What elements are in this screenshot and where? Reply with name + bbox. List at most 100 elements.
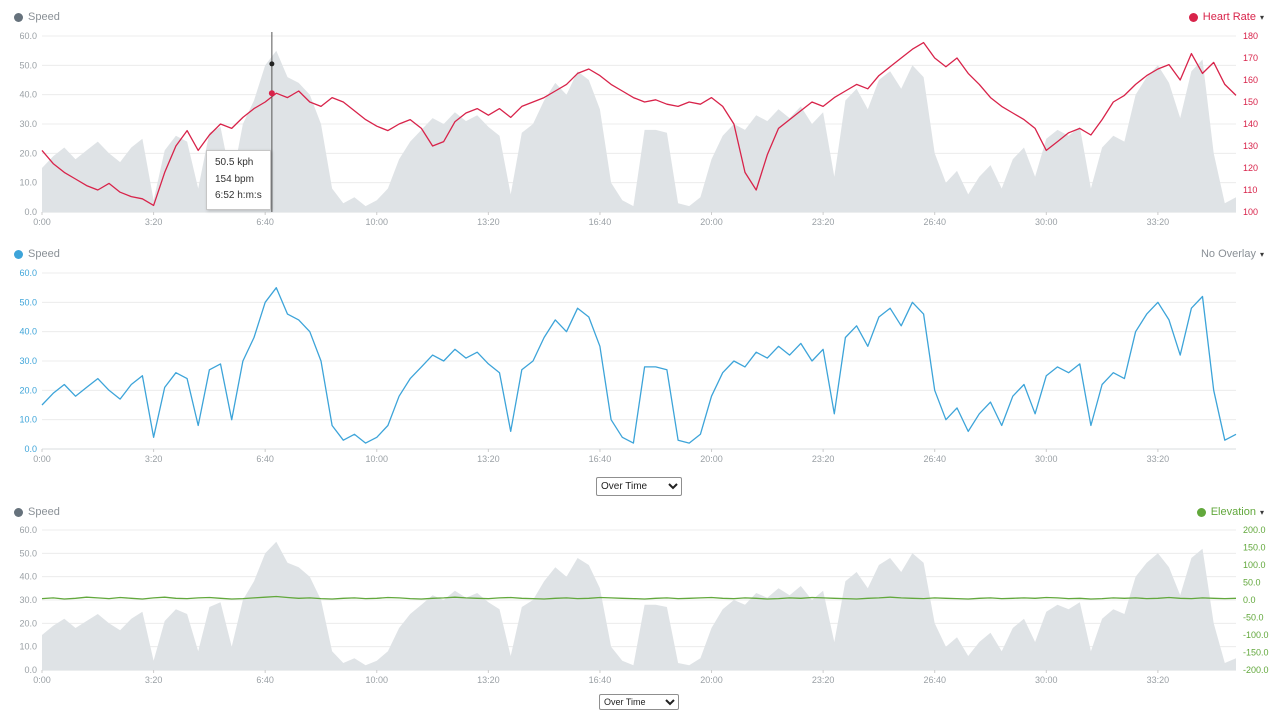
elevation-overlay-selector[interactable]: Elevation ▾ — [1196, 506, 1264, 518]
chevron-down-icon: ▾ — [1259, 249, 1264, 259]
left-axis-tick-label: 50.0 — [19, 548, 37, 558]
x-axis-tick-label: 3:20 — [145, 675, 163, 685]
x-axis-tick-label: 6:40 — [256, 217, 274, 227]
speed-legend-dot-icon — [14, 507, 23, 517]
heart-rate-legend-dot-icon — [1188, 12, 1198, 22]
left-axis-tick-label: 60.0 — [19, 268, 37, 278]
x-axis-tick-label: 10:00 — [366, 454, 389, 464]
right-axis-tick-label: -50.0 — [1243, 613, 1264, 623]
left-axis-tick-label: 10.0 — [19, 178, 37, 188]
x-axis-tick-label: 23:20 — [812, 217, 835, 227]
right-axis-tick-label: 170 — [1243, 53, 1258, 63]
speed-elevation-chart[interactable]: 0.0 10.0 20.0 30.0 40.0 50.0 60.0 -200.0 -150.0 -… — [0, 524, 1278, 692]
x-axis-tick-label: 10:00 — [366, 217, 389, 227]
left-axis-tick-label: 40.0 — [19, 327, 37, 337]
chart1-legend: Speed Heart Rate ▾ — [0, 4, 1278, 30]
left-axis-tick-label: 40.0 — [19, 572, 37, 582]
speed-legend-dot-icon — [14, 249, 23, 259]
elevation-legend-label: Elevation — [1210, 506, 1256, 518]
x-axis-tick-label: 20:00 — [700, 217, 723, 227]
elevation-line-series — [41, 595, 1237, 600]
chart3-legend: Speed Elevation ▾ — [0, 500, 1278, 524]
left-axis-tick-label: 0.0 — [24, 444, 37, 454]
speed-heart-rate-panel: Speed Heart Rate ▾ 0.0 10.0 20.0 30.0 40.0 50… — [0, 0, 1278, 235]
left-axis-tick-label: 60.0 — [19, 525, 37, 535]
right-axis-tick-label: 200.0 — [1243, 525, 1266, 535]
chart2-mode-select[interactable]: Over Time — [596, 476, 682, 496]
speed-panel: Speed No Overlay ▾ 0.0 10.0 20.0 30.0 40.0 50… — [0, 235, 1278, 500]
left-axis-tick-label: 60.0 — [19, 31, 37, 41]
right-axis-tick-label: -200.0 — [1243, 665, 1269, 675]
right-axis-tick-label: 0.0 — [1243, 595, 1256, 605]
crosshair-speed-dot — [269, 61, 275, 67]
tooltip-speed-value: 50.5 kph — [215, 157, 254, 168]
x-axis-tick-label: 3:20 — [145, 454, 163, 464]
left-axis-tick-label: 10.0 — [19, 642, 37, 652]
left-axis-tick-label: 30.0 — [19, 595, 37, 605]
x-axis-tick-label: 16:40 — [589, 454, 612, 464]
x-axis-tick-label: 10:00 — [366, 675, 389, 685]
x-axis-tick-label: 3:20 — [145, 217, 163, 227]
x-axis-tick-label: 13:20 — [477, 675, 500, 685]
speed-legend-label: Speed — [28, 506, 60, 518]
no-overlay-selector[interactable]: No Overlay ▾ — [1201, 248, 1264, 260]
chart2-speed-legend-item: Speed — [14, 248, 60, 260]
chart3-speed-legend-item: Speed — [14, 506, 60, 518]
x-axis-tick-label: 30:00 — [1035, 217, 1058, 227]
crosshair-heart-rate-dot — [268, 90, 275, 97]
x-axis-tick-label: 20:00 — [700, 454, 723, 464]
tooltip-heart-rate-value: 154 bpm — [215, 173, 254, 185]
speed-chart[interactable]: 0.0 10.0 20.0 30.0 40.0 50.0 60.0 0:00 3:20 6:40 1… — [0, 267, 1278, 472]
right-axis-tick-label: 110 — [1243, 185, 1257, 195]
left-axis-tick-label: 0.0 — [24, 665, 37, 675]
x-axis-tick-label: 20:00 — [700, 675, 723, 685]
chart1-speed-legend-item: Speed — [14, 11, 60, 23]
x-axis-tick-label: 13:20 — [477, 454, 500, 464]
elevation-legend-dot-icon — [1196, 507, 1206, 517]
x-axis-tick-label: 23:20 — [812, 675, 835, 685]
heart-rate-overlay-selector[interactable]: Heart Rate ▾ — [1188, 11, 1264, 23]
right-axis-tick-label: 140 — [1243, 119, 1258, 129]
speed-legend-dot-icon — [14, 12, 23, 22]
right-axis-tick-label: 150 — [1243, 97, 1258, 107]
right-axis-tick-label: 130 — [1243, 141, 1258, 151]
speed-line-series — [41, 287, 1237, 444]
heart-rate-line-series — [41, 41, 1237, 207]
x-axis-tick-label: 30:00 — [1035, 675, 1058, 685]
right-axis-tick-label: 100 — [1243, 207, 1258, 217]
x-axis-tick-label: 26:40 — [923, 454, 946, 464]
left-axis-tick-label: 50.0 — [19, 60, 37, 70]
chart3-mode-select[interactable]: Over Time — [599, 694, 679, 710]
x-axis-tick-label: 33:20 — [1147, 454, 1170, 464]
speed-elevation-panel: Speed Elevation ▾ 0.0 10.0 20.0 30.0 40.0 50.… — [0, 500, 1278, 712]
no-overlay-label: No Overlay — [1200, 248, 1256, 260]
speed-heart-rate-chart[interactable]: 0.0 10.0 20.0 30.0 40.0 50.0 60.0 100 110 120 130 1… — [0, 30, 1278, 235]
x-axis-tick-label: 33:20 — [1147, 217, 1170, 227]
x-axis-tick-label: 6:40 — [256, 675, 274, 685]
right-axis-tick-label: 160 — [1243, 75, 1258, 85]
right-axis-tick-label: 180 — [1243, 31, 1258, 41]
speed-legend-label: Speed — [28, 248, 60, 260]
right-axis-tick-label: -150.0 — [1243, 648, 1269, 658]
x-axis-tick-label: 0:00 — [33, 675, 51, 685]
x-axis-tick-label: 6:40 — [256, 454, 274, 464]
x-axis-tick-label: 26:40 — [923, 675, 946, 685]
x-axis-tick-label: 0:00 — [33, 454, 51, 464]
x-axis-tick-label: 23:20 — [812, 454, 835, 464]
left-axis-tick-label: 30.0 — [19, 356, 37, 366]
chart2-mode-row: Over Time — [0, 472, 1278, 500]
x-axis-tick-label: 13:20 — [477, 217, 500, 227]
left-axis-tick-label: 20.0 — [19, 385, 37, 395]
tooltip-time-value: 6:52 h:m:s — [215, 190, 262, 201]
speed-legend-label: Speed — [28, 11, 60, 23]
left-axis-tick-label: 20.0 — [19, 148, 37, 158]
left-axis-tick-label: 50.0 — [19, 297, 37, 307]
chart2-legend: Speed No Overlay ▾ — [0, 241, 1278, 267]
heart-rate-legend-label: Heart Rate — [1202, 11, 1256, 23]
left-axis-tick-label: 40.0 — [19, 90, 37, 100]
x-axis-tick-label: 0:00 — [33, 217, 51, 227]
x-axis-tick-label: 16:40 — [589, 675, 612, 685]
right-axis-tick-label: 150.0 — [1243, 543, 1266, 553]
chevron-down-icon: ▾ — [1259, 507, 1264, 517]
